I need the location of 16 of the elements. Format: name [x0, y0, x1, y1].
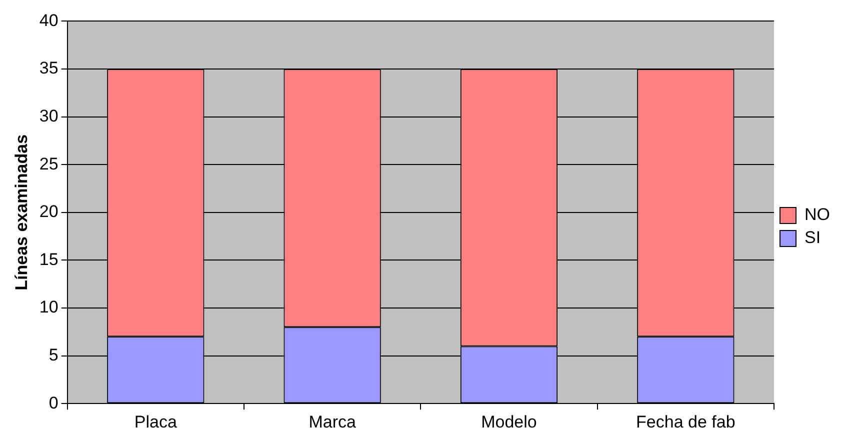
- y-tick-label: 25: [39, 154, 58, 174]
- x-tick-label: Marca: [308, 412, 356, 432]
- x-tick-label: Fecha de fab: [636, 412, 736, 432]
- y-tick-label: 35: [39, 58, 58, 78]
- y-axis-title: Líneas examinadas: [12, 134, 31, 290]
- y-tick-label: 10: [39, 298, 58, 317]
- y-tick-label: 40: [39, 10, 58, 30]
- y-tick-label: 15: [39, 250, 58, 269]
- y-tick-label: 30: [39, 106, 58, 126]
- y-tick-label: 5: [48, 345, 58, 364]
- legend-label: SI: [804, 228, 821, 248]
- legend-label: NO: [804, 205, 830, 224]
- y-tick-label: 20: [39, 202, 58, 222]
- x-tick-label: Placa: [134, 412, 178, 432]
- x-tick-label: Modelo: [481, 412, 537, 432]
- y-tick-label: 0: [48, 393, 58, 412]
